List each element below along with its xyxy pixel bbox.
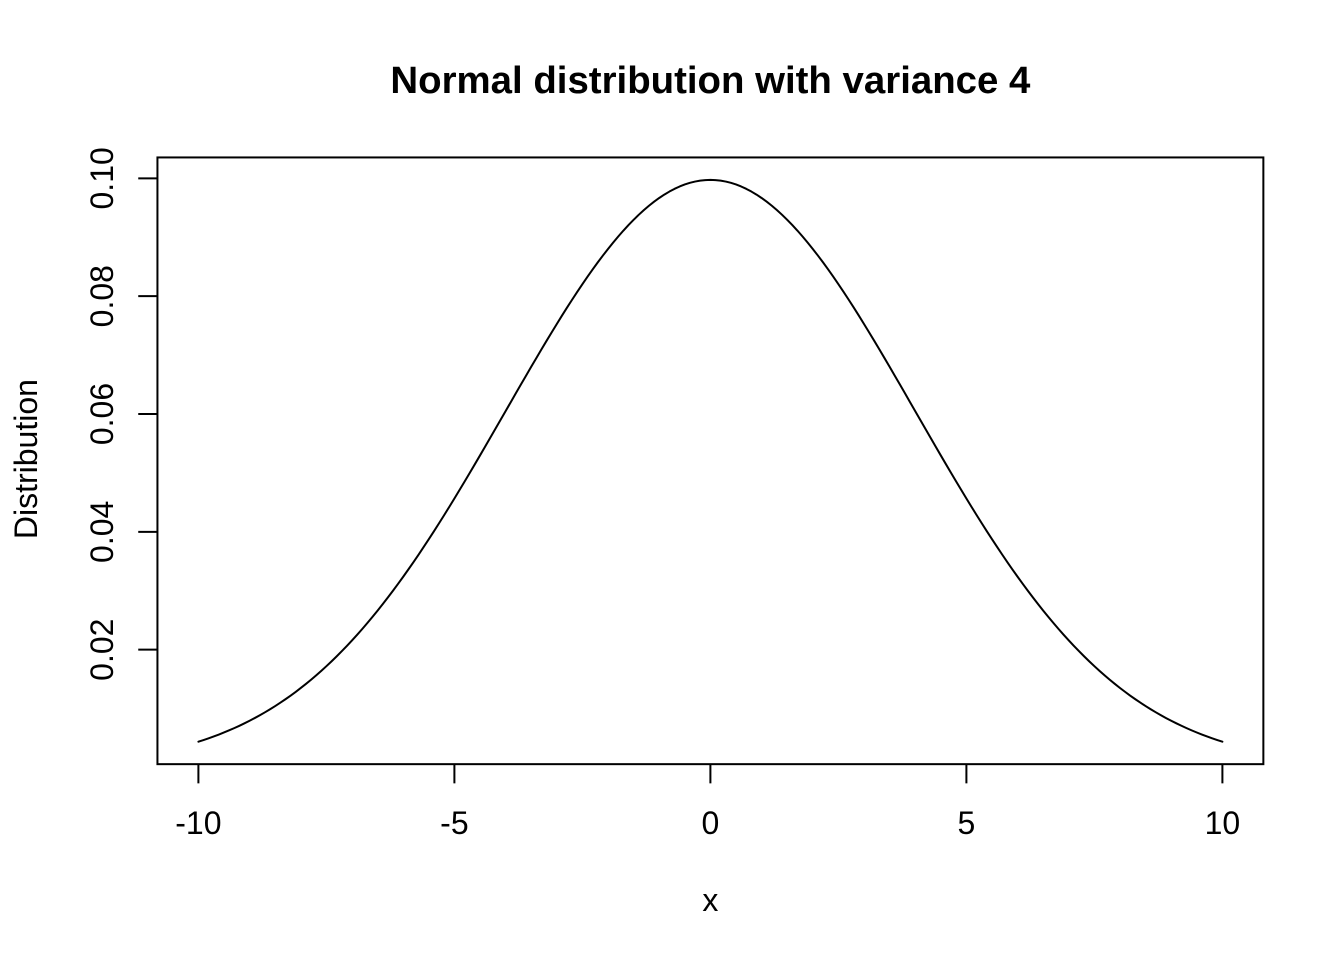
svg-text:0.06: 0.06 bbox=[84, 383, 120, 445]
svg-text:0.04: 0.04 bbox=[84, 501, 120, 563]
svg-text:0.02: 0.02 bbox=[84, 619, 120, 681]
svg-text:10: 10 bbox=[1205, 805, 1241, 841]
svg-text:x: x bbox=[702, 882, 718, 918]
svg-text:Distribution: Distribution bbox=[8, 379, 44, 539]
svg-text:Normal distribution with varia: Normal distribution with variance 4 bbox=[390, 59, 1031, 102]
svg-text:0.08: 0.08 bbox=[84, 265, 120, 327]
svg-text:-10: -10 bbox=[175, 805, 221, 841]
svg-text:5: 5 bbox=[958, 805, 976, 841]
svg-text:0.10: 0.10 bbox=[84, 147, 120, 209]
svg-text:0: 0 bbox=[702, 805, 720, 841]
svg-text:-5: -5 bbox=[440, 805, 468, 841]
